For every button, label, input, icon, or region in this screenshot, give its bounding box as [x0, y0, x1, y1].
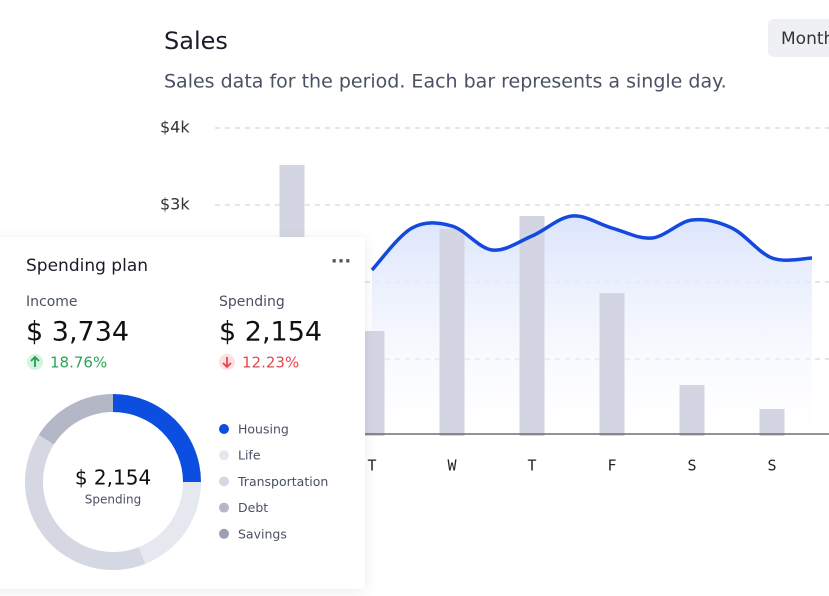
y-tick-label: $3k	[160, 195, 190, 214]
bar	[599, 293, 625, 436]
legend-label: Life	[238, 448, 261, 463]
x-tick-label: T	[527, 457, 536, 475]
bar	[679, 385, 705, 436]
donut-segment	[113, 394, 201, 482]
x-tick-label: F	[607, 457, 616, 475]
bar	[519, 216, 545, 436]
card-title: Spending plan	[26, 256, 148, 276]
sales-title: Sales	[164, 27, 228, 55]
x-tick-label: S	[687, 457, 696, 475]
y-tick-label: $4k	[160, 118, 190, 137]
legend-label: Housing	[238, 422, 289, 437]
donut-segment	[38, 394, 113, 445]
bar	[759, 408, 785, 436]
up-arrow	[30, 355, 40, 367]
spending-value: $ 2,154	[219, 317, 322, 348]
line	[370, 214, 813, 272]
legend-swatch	[219, 528, 229, 539]
spending-change: 12.23%	[242, 354, 299, 372]
income-value: $ 3,734	[26, 317, 129, 348]
x-tick-label: T	[367, 457, 376, 475]
legend-swatch	[219, 502, 229, 513]
line-area	[372, 215, 812, 436]
donut-center-label: Spending	[85, 493, 141, 507]
period-button[interactable]	[768, 19, 829, 57]
legend-swatch	[219, 424, 229, 434]
income-change: 18.76%	[50, 354, 107, 372]
bar	[439, 228, 465, 436]
donut-segment	[138, 482, 201, 564]
donut-chart	[25, 394, 201, 570]
donut-segment	[25, 434, 146, 570]
income-label: Income	[26, 294, 78, 310]
legend-label: Savings	[238, 526, 287, 541]
sales-subtitle: Sales data for the period. Each bar repr…	[164, 71, 727, 93]
spending-label: Spending	[219, 294, 285, 310]
donut-center-value: $ 2,154	[75, 466, 151, 490]
spending-card: Spending plan ··· Income $ 3,734 18.76% …	[0, 237, 365, 589]
card-menu[interactable]: ···	[331, 251, 352, 272]
x-tick-label: W	[447, 457, 457, 475]
legend-swatch	[219, 476, 229, 487]
legend-label: Transportation	[237, 474, 328, 489]
period-button-label[interactable]: Month	[781, 29, 829, 49]
legend-swatch	[219, 450, 229, 461]
legend-label: Debt	[238, 500, 268, 515]
legend: Housing Life Transportation Debt Savings	[219, 422, 328, 541]
x-tick-label: S	[767, 457, 776, 475]
down-arrow	[222, 357, 232, 369]
card-bg	[0, 237, 365, 589]
